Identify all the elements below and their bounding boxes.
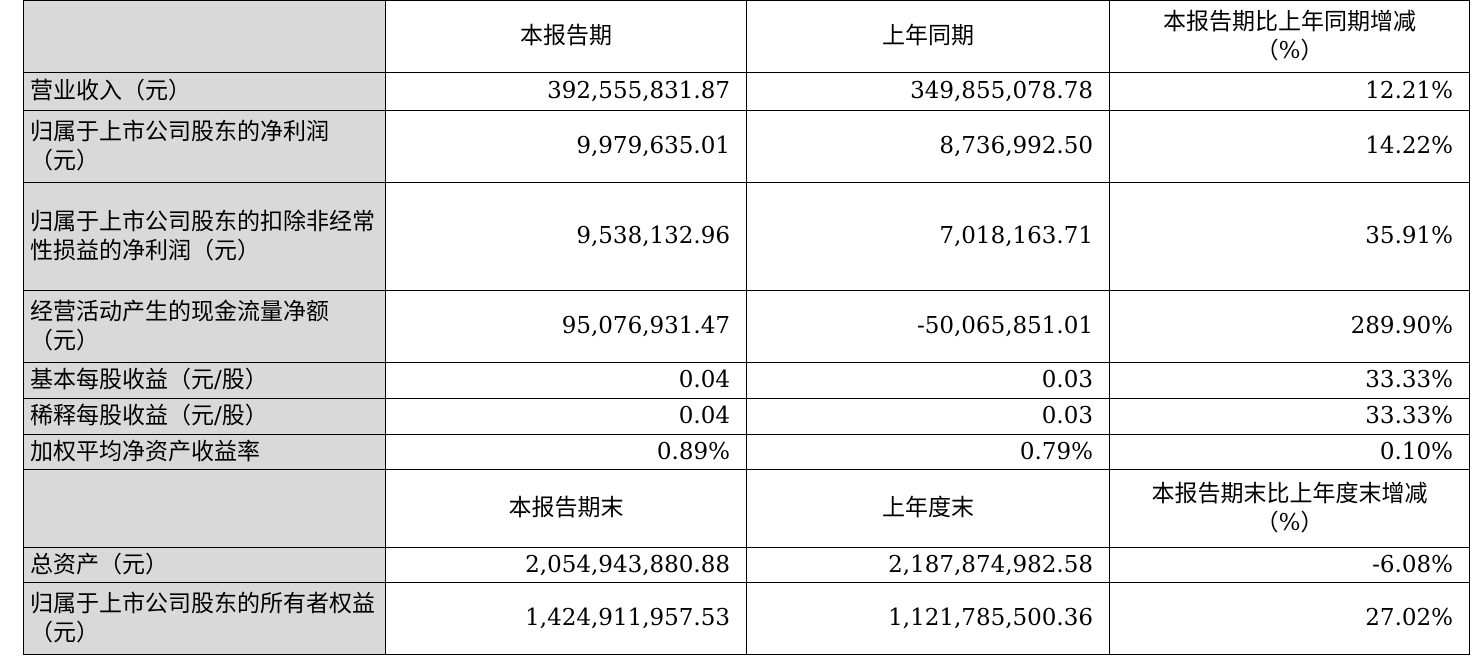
row-label: 加权平均净资产收益率	[23, 434, 386, 470]
prior-value: 7,018,163.71	[746, 182, 1110, 291]
row-label: 经营活动产生的现金流量净额（元）	[23, 290, 386, 363]
change-value: 12.21%	[1109, 72, 1470, 111]
table-row: 营业收入（元） 392,555,831.87 349,855,078.78 12…	[23, 72, 1470, 111]
current-value: 2,054,943,880.88	[385, 547, 747, 583]
table-row: 经营活动产生的现金流量净额（元） 95,076,931.47 -50,065,8…	[23, 290, 1470, 363]
change-value: 289.90%	[1109, 290, 1470, 363]
prior-value: 0.03	[746, 362, 1110, 399]
change-value: 14.22%	[1109, 110, 1470, 183]
prior-value: 8,736,992.50	[746, 110, 1110, 183]
header-change-period-end: 本报告期末比上年度末增减 （%）	[1109, 469, 1470, 548]
row-label: 归属于上市公司股东的扣除非经常性损益的净利润（元）	[23, 182, 386, 291]
header-change-period-end-text: 本报告期末比上年度末增减	[1151, 480, 1428, 507]
prior-value: 1,121,785,500.36	[746, 582, 1110, 655]
prior-value: -50,065,851.01	[746, 290, 1110, 363]
header-current-period: 本报告期	[385, 0, 747, 73]
change-value: 35.91%	[1109, 182, 1470, 291]
current-value: 0.89%	[385, 434, 747, 470]
prior-value: 349,855,078.78	[746, 72, 1110, 111]
header-blank-cell	[23, 469, 386, 548]
table-row: 归属于上市公司股东的所有者权益（元） 1,424,911,957.53 1,12…	[23, 582, 1470, 655]
row-label: 归属于上市公司股东的所有者权益（元）	[23, 582, 386, 655]
current-value: 9,538,132.96	[385, 182, 747, 291]
table-row: 总资产（元） 2,054,943,880.88 2,187,874,982.58…	[23, 547, 1470, 583]
current-value: 9,979,635.01	[385, 110, 747, 183]
current-value: 392,555,831.87	[385, 72, 747, 111]
header-row-period: 本报告期 上年同期 本报告期比上年同期增减 （%）	[23, 0, 1470, 73]
change-value: 33.33%	[1109, 362, 1470, 399]
header-prior-year-end: 上年度末	[746, 469, 1110, 548]
current-value: 1,424,911,957.53	[385, 582, 747, 655]
row-label: 归属于上市公司股东的净利润（元）	[23, 110, 386, 183]
prior-value: 2,187,874,982.58	[746, 547, 1110, 583]
header-change-period-end-unit: （%）	[1255, 509, 1324, 536]
header-prior-period: 上年同期	[746, 0, 1110, 73]
header-change-period: 本报告期比上年同期增减 （%）	[1109, 0, 1470, 73]
financial-summary-table: 本报告期 上年同期 本报告期比上年同期增减 （%） 营业收入（元） 392,55…	[23, 0, 1470, 655]
row-label: 基本每股收益（元/股）	[23, 362, 386, 399]
current-value: 95,076,931.47	[385, 290, 747, 363]
header-blank-cell	[23, 0, 386, 73]
change-value: 0.10%	[1109, 434, 1470, 470]
table-row: 归属于上市公司股东的净利润（元） 9,979,635.01 8,736,992.…	[23, 110, 1470, 183]
row-label: 稀释每股收益（元/股）	[23, 398, 386, 435]
prior-value: 0.79%	[746, 434, 1110, 470]
current-value: 0.04	[385, 362, 747, 399]
header-change-period-text: 本报告期比上年同期增减	[1163, 8, 1416, 35]
row-label: 总资产（元）	[23, 547, 386, 583]
change-value: 27.02%	[1109, 582, 1470, 655]
header-current-period-end: 本报告期末	[385, 469, 747, 548]
table-row: 归属于上市公司股东的扣除非经常性损益的净利润（元） 9,538,132.96 7…	[23, 182, 1470, 291]
header-row-period-end: 本报告期末 上年度末 本报告期末比上年度末增减 （%）	[23, 469, 1470, 548]
table-row: 基本每股收益（元/股） 0.04 0.03 33.33%	[23, 362, 1470, 399]
table-row: 稀释每股收益（元/股） 0.04 0.03 33.33%	[23, 398, 1470, 435]
prior-value: 0.03	[746, 398, 1110, 435]
change-value: -6.08%	[1109, 547, 1470, 583]
change-value: 33.33%	[1109, 398, 1470, 435]
row-label: 营业收入（元）	[23, 72, 386, 111]
header-change-period-unit: （%）	[1255, 37, 1324, 64]
current-value: 0.04	[385, 398, 747, 435]
table-row: 加权平均净资产收益率 0.89% 0.79% 0.10%	[23, 434, 1470, 470]
